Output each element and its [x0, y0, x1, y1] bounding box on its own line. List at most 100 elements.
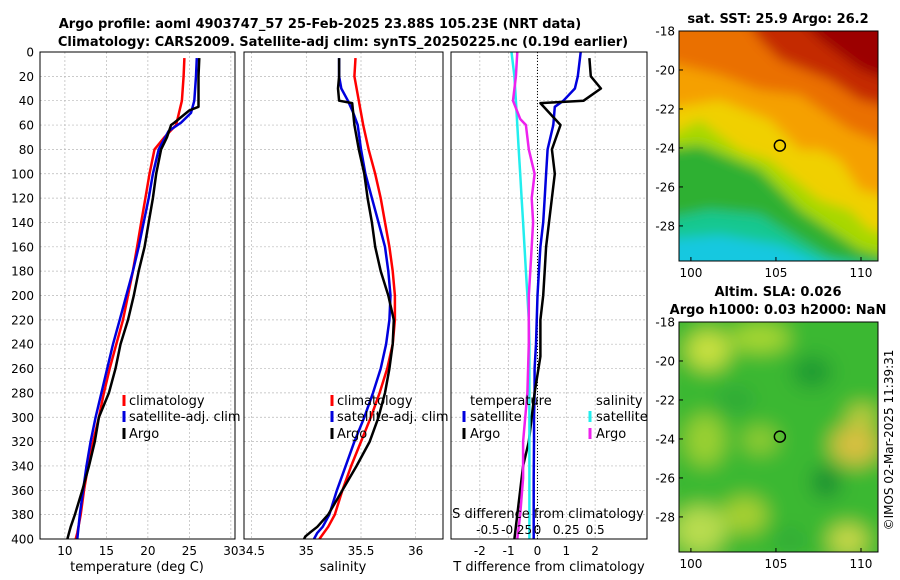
temperature-grid — [40, 51, 235, 540]
series-line-s-argo — [511, 51, 536, 540]
series-line-satellite-adj-clim — [76, 58, 199, 540]
x-tick-label: 0 — [534, 544, 542, 558]
salinity-legend: climatology satellite-adj. clim Argo — [330, 394, 449, 442]
map-y-tick-label: -24 — [655, 141, 675, 155]
depth-tick-labels: 0 20 40 60 80 100 120 140 160 180 200 220 240 260 280 3… — [11, 46, 34, 547]
map-y-tick-label: -24 — [655, 432, 675, 446]
depth-tick-label: 60 — [19, 119, 34, 133]
legend-label-s-satellite: satellite — [596, 410, 648, 425]
s-tick-label: -0.25 — [501, 523, 532, 537]
legend-title-salinity: salinity — [596, 394, 643, 409]
s-difference-label: S difference from climatology — [452, 507, 644, 522]
map-y-tick-label: -18 — [655, 25, 675, 39]
depth-tick-label: 180 — [11, 265, 34, 279]
temperature-tick-labels: 10 15 20 25 30 — [57, 544, 238, 558]
legend-title-temperature: temperature — [470, 394, 552, 409]
depth-tick-label: 380 — [11, 508, 34, 522]
legend-label-s-argo: Argo — [596, 427, 626, 442]
map-y-tick-label: -18 — [655, 316, 675, 330]
x-tick-label: 25 — [182, 544, 197, 558]
salinity-series — [302, 58, 397, 540]
depth-tick-label: 240 — [11, 338, 34, 352]
x-tick-label: 2 — [591, 544, 599, 558]
temperature-xlabel: temperature (deg C) — [70, 560, 204, 575]
salinity-panel: 34.5 35 35.5 36 salinity climatology satell… — [238, 51, 449, 575]
x-tick-label: 35 — [299, 544, 314, 558]
title-line-1: Argo profile: aoml 4903747_57 25-Feb-202… — [59, 17, 581, 32]
sst-map-panel: sat. SST: 25.9 Argo: 26.2 100 105 110 -18 -2… — [655, 12, 879, 281]
depth-tick-label: 300 — [11, 411, 34, 425]
s-tick-label: -0.5 — [476, 523, 499, 537]
x-tick-label: 15 — [99, 544, 114, 558]
map-y-tick-label: -20 — [655, 63, 675, 77]
depth-tick-label: 0 — [26, 46, 34, 60]
depth-tick-label: 100 — [11, 167, 34, 181]
depth-tick-label: 400 — [11, 533, 34, 547]
sla-map-tick-labels: 100 105 110 -18 -20 -22 -24 -26 -28 — [655, 316, 872, 572]
x-tick-label: -1 — [503, 544, 515, 558]
temperature-series — [66, 58, 201, 540]
s-difference-tick-labels: -0.5 -0.25 0 0.25 0.5 — [476, 523, 605, 537]
map-x-tick-label: 110 — [850, 557, 873, 571]
depth-tick-label: 80 — [19, 143, 34, 157]
sst-map-frame — [678, 30, 879, 262]
s-tick-label: 0 — [534, 523, 542, 537]
map-y-tick-label: -22 — [655, 102, 675, 116]
s-tick-label: 0.25 — [553, 523, 580, 537]
legend-label-climatology: climatology — [129, 394, 205, 409]
depth-tick-label: 340 — [11, 459, 34, 473]
series-line-s-satellite — [510, 51, 531, 539]
temperature-axes-frame — [39, 51, 236, 540]
temperature-panel: 0 20 40 60 80 100 120 140 160 180 200 220 240 260 280 3… — [11, 46, 241, 576]
x-tick-label: 10 — [57, 544, 72, 558]
map-x-tick-label: 105 — [764, 266, 787, 280]
t-difference-tick-labels: -2 -1 0 1 2 — [474, 544, 599, 558]
depth-tick-label: 260 — [11, 362, 34, 376]
x-tick-label: 1 — [562, 544, 570, 558]
map-y-tick-label: -22 — [655, 393, 675, 407]
difference-legend: temperature salinity satellite Argo sate… — [462, 394, 648, 442]
depth-tick-label: 220 — [11, 313, 34, 327]
map-x-tick-label: 110 — [850, 266, 873, 280]
sla-map-frame — [678, 321, 879, 553]
map-y-tick-label: -26 — [655, 471, 675, 485]
legend-label-satellite-adj: satellite-adj. clim — [129, 410, 241, 425]
map-y-tick-label: -20 — [655, 354, 675, 368]
legend-label-argo: Argo — [337, 427, 367, 442]
x-tick-label: 36 — [408, 544, 423, 558]
sst-map-tick-labels: 100 105 110 -18 -20 -22 -24 -26 -28 — [655, 25, 872, 281]
title-line-2: Climatology: CARS2009. Satellite-adj cli… — [58, 35, 628, 50]
legend-label-satellite-adj: satellite-adj. clim — [337, 410, 449, 425]
map-y-tick-label: -28 — [655, 219, 675, 233]
sla-map-field — [679, 322, 878, 552]
temperature-legend: climatology satellite-adj. clim Argo — [122, 394, 241, 442]
map-y-tick-label: -26 — [655, 180, 675, 194]
legend-label-climatology: climatology — [337, 394, 413, 409]
x-tick-label: 20 — [140, 544, 155, 558]
series-line-argo — [66, 58, 201, 540]
sst-map-title: sat. SST: 25.9 Argo: 26.2 — [687, 12, 868, 27]
x-tick-label: 30 — [223, 544, 238, 558]
map-y-tick-label: -28 — [655, 510, 675, 524]
series-line-argo — [302, 58, 396, 540]
difference-axes-frame — [450, 51, 648, 540]
sst-map-field — [679, 31, 878, 261]
depth-tick-label: 20 — [19, 70, 34, 84]
depth-tick-label: 160 — [11, 240, 34, 254]
depth-tick-label: 360 — [11, 484, 34, 498]
salinity-tick-labels: 34.5 35 35.5 36 — [238, 544, 423, 558]
map-x-tick-label: 100 — [679, 557, 702, 571]
legend-label-t-satellite: satellite — [470, 410, 522, 425]
map-x-tick-label: 105 — [764, 557, 787, 571]
sla-map-title-1: Altim. SLA: 0.026 — [715, 285, 842, 300]
sst-argo-marker — [773, 139, 787, 152]
sla-map-panel: Altim. SLA: 0.026 Argo h1000: 0.03 h2000… — [655, 285, 886, 572]
depth-tick-label: 40 — [19, 94, 34, 108]
legend-label-t-argo: Argo — [470, 427, 500, 442]
depth-tick-label: 200 — [11, 289, 34, 303]
x-tick-label: 35.5 — [348, 544, 375, 558]
sla-argo-marker — [773, 430, 787, 443]
difference-panel: -2 -1 0 1 2 S difference from climatology -0… — [450, 51, 648, 575]
difference-series — [510, 51, 603, 540]
